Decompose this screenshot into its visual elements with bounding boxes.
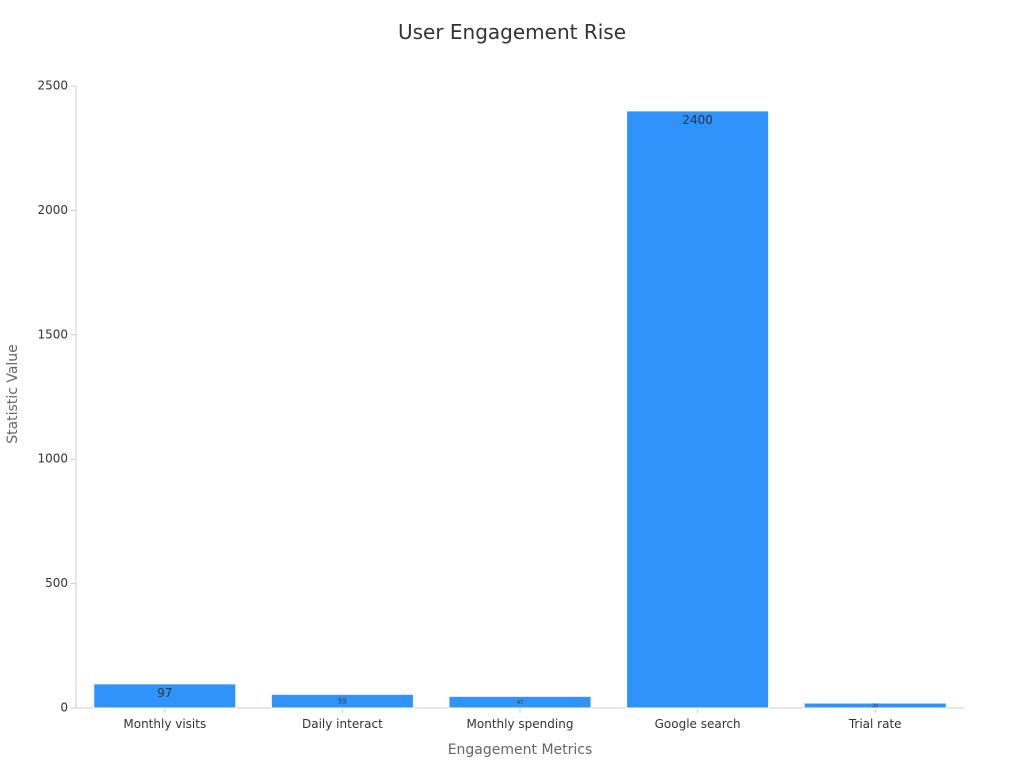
y-tick-label: 500 [45,576,68,590]
x-tick-label: Trial rate [848,717,902,731]
bar [270,693,414,709]
y-tick-label: 2000 [37,203,68,217]
bar [93,683,237,709]
x-tick-label: Daily interact [302,717,383,731]
data-label: 2400 [682,113,713,127]
axes [71,85,964,713]
data-label: 55 [338,698,347,706]
y-tick-label: 0 [60,701,68,715]
y-tick-label: 1000 [37,452,68,466]
bar [626,110,770,709]
chart-title: User Engagement Rise [397,20,627,44]
data-label: 47 [517,700,523,706]
y-tick-label: 2500 [37,79,68,93]
data-label: 97 [157,686,172,700]
x-tick-label: Google search [655,717,741,731]
x-axis-label: Engagement Metrics [447,742,593,758]
y-axis-label: Statistic Value [5,344,21,444]
x-tick-label: Monthly visits [123,717,206,731]
bars [93,110,947,709]
data-label: 20 [872,703,878,709]
tick-labels: 0 500 1000 1500 2000 2500 Monthly visits Daily … [37,79,901,732]
data-labels: 97 55 47 2400 20 [157,113,878,709]
bar [803,702,947,709]
y-tick-label: 1500 [37,327,68,341]
x-tick-label: Monthly spending [467,717,574,731]
bar [448,695,592,709]
